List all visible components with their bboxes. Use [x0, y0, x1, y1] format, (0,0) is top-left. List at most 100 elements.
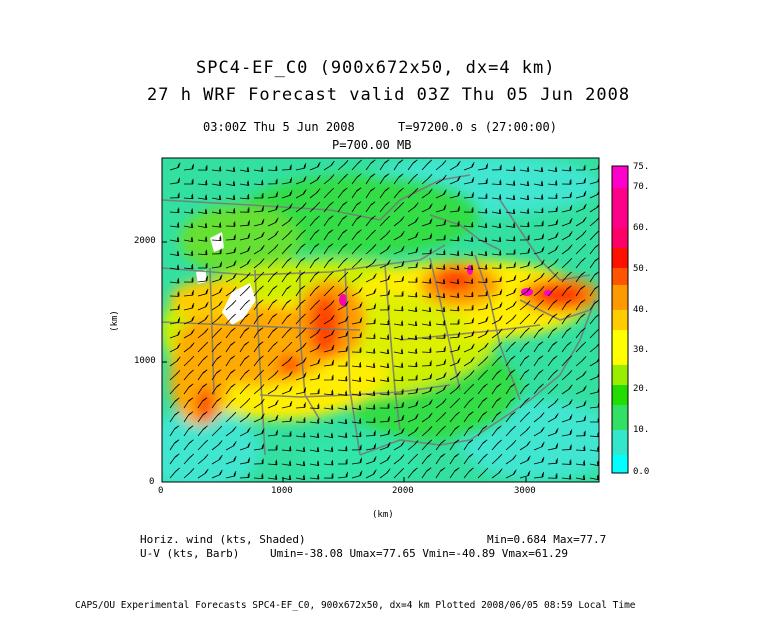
wind-barb: [407, 334, 418, 341]
wind-barb: [505, 469, 517, 479]
title-line-1: SPC4-EF_C0 (900x672x50, dx=4 km): [196, 58, 556, 78]
wind-barb: [463, 264, 474, 271]
wind-barb: [477, 250, 488, 257]
wind-barb: [253, 285, 264, 297]
wind-barb: [575, 370, 587, 381]
wind-barb: [281, 257, 292, 269]
wind-barb: [407, 262, 418, 269]
wind-barb: [533, 272, 545, 283]
wind-barb: [253, 355, 264, 367]
wind-barb: [407, 173, 418, 185]
wind-barb: [477, 342, 489, 353]
wind-barb: [463, 304, 474, 311]
wind-barb: [547, 369, 558, 381]
wind-barb: [407, 232, 419, 241]
wind-barb: [225, 441, 237, 451]
wind-barb: [519, 273, 531, 283]
wind-barb: [463, 250, 474, 257]
wind-barb: [561, 444, 572, 451]
wind-barb: [183, 397, 194, 409]
wind-barb: [519, 260, 531, 269]
wind-barb: [449, 332, 460, 339]
barb-field-label: U-V (kts, Barb): [140, 547, 240, 560]
wind-barb: [463, 356, 475, 367]
wind-barb: [183, 329, 195, 339]
wind-barb: [477, 425, 488, 437]
wind-barb: [421, 320, 432, 327]
wind-barb: [575, 271, 586, 283]
wind-barb: [379, 215, 391, 227]
wind-barb: [323, 201, 334, 213]
wind-barb: [323, 243, 334, 255]
wind-barb: [435, 453, 446, 465]
wind-barb: [533, 233, 545, 241]
wind-barb: [379, 289, 391, 297]
wind-barb: [281, 431, 292, 437]
wind-barb: [379, 429, 391, 437]
wind-barb: [435, 219, 447, 227]
wind-barb: [435, 174, 447, 185]
wind-barb: [435, 439, 446, 451]
wind-barb: [253, 327, 264, 339]
wind-barb: [463, 330, 475, 339]
wind-barb: [197, 208, 208, 215]
wind-barb: [337, 201, 348, 213]
wind-barb: [463, 236, 474, 242]
wind-barb: [323, 374, 334, 381]
wind-barb: [491, 236, 502, 242]
wind-barb: [309, 343, 321, 353]
colorbar-label: 20.: [633, 384, 650, 394]
wind-barb: [575, 313, 586, 325]
wind-barb: [505, 301, 517, 311]
wind-barb: [421, 334, 432, 340]
colorbar-segment: [612, 385, 628, 405]
wind-barb: [169, 343, 181, 353]
wind-barb: [365, 318, 376, 325]
wind-barb: [449, 384, 461, 395]
wind-barb: [435, 160, 447, 171]
wind-barb: [575, 299, 586, 311]
wind-barb: [449, 370, 461, 381]
wind-barb: [435, 320, 446, 326]
wind-barb: [267, 271, 278, 283]
wind-barb: [407, 202, 419, 213]
wind-barb: [561, 165, 572, 172]
wind-barb: [365, 469, 377, 479]
wind-barb: [169, 369, 181, 381]
wind-barb: [547, 232, 559, 241]
wind-barb: [239, 313, 250, 325]
wind-barb: [575, 243, 587, 255]
wind-barb: [337, 187, 348, 199]
wind-barb: [309, 161, 321, 171]
wind-barb: [183, 453, 195, 465]
wind-barb: [309, 432, 320, 439]
wind-barb: [575, 356, 587, 367]
wind-barb: [169, 411, 180, 423]
wind-barb: [169, 317, 181, 325]
wind-barb: [267, 257, 279, 269]
wind-barb: [281, 271, 292, 283]
wind-barb: [267, 355, 279, 367]
wind-barb: [379, 455, 391, 465]
wind-barb: [267, 384, 279, 395]
wind-barb: [463, 343, 475, 353]
wind-barb: [449, 205, 460, 213]
wind-barb: [323, 160, 335, 171]
wind-barb: [393, 401, 404, 409]
wind-barb: [211, 194, 222, 201]
wind-barb: [393, 159, 404, 171]
wind-barb: [477, 264, 488, 270]
wind-barb: [491, 194, 502, 200]
wind-barb: [561, 299, 572, 311]
wind-barb: [253, 205, 264, 213]
wind-barb: [211, 383, 222, 395]
wind-barb: [491, 302, 503, 311]
wind-barb: [239, 166, 250, 173]
wind-barb: [407, 348, 418, 354]
wind-barb: [407, 426, 419, 437]
wind-barb: [183, 383, 194, 395]
wind-barb: [323, 314, 335, 325]
wind-barb: [505, 262, 516, 269]
wind-barb: [491, 208, 502, 215]
wind-barb: [533, 383, 544, 395]
